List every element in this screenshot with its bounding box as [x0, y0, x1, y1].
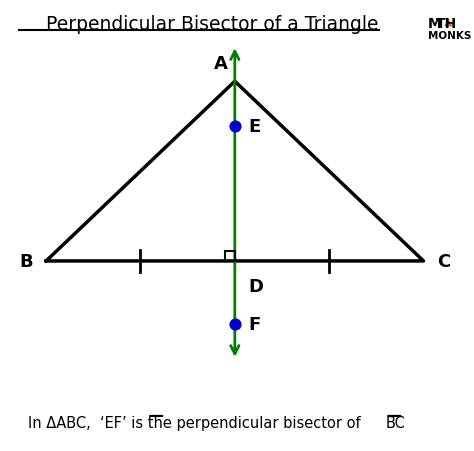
- Text: A: A: [214, 55, 228, 73]
- Point: [231, 321, 238, 328]
- Text: M: M: [428, 17, 441, 31]
- Text: C: C: [437, 253, 450, 270]
- Text: TH: TH: [436, 17, 457, 31]
- Text: D: D: [248, 277, 263, 295]
- Text: ▲: ▲: [444, 17, 453, 27]
- Text: F: F: [248, 315, 261, 333]
- Text: MONKS: MONKS: [428, 31, 471, 41]
- Text: In ΔABC,  ‘EF’ is the perpendicular bisector of: In ΔABC, ‘EF’ is the perpendicular bisec…: [28, 415, 365, 430]
- Text: BC: BC: [385, 415, 405, 430]
- Point: [231, 123, 238, 130]
- Text: Perpendicular Bisector of a Triangle: Perpendicular Bisector of a Triangle: [46, 15, 379, 34]
- Text: B: B: [19, 253, 33, 270]
- Text: E: E: [248, 118, 261, 136]
